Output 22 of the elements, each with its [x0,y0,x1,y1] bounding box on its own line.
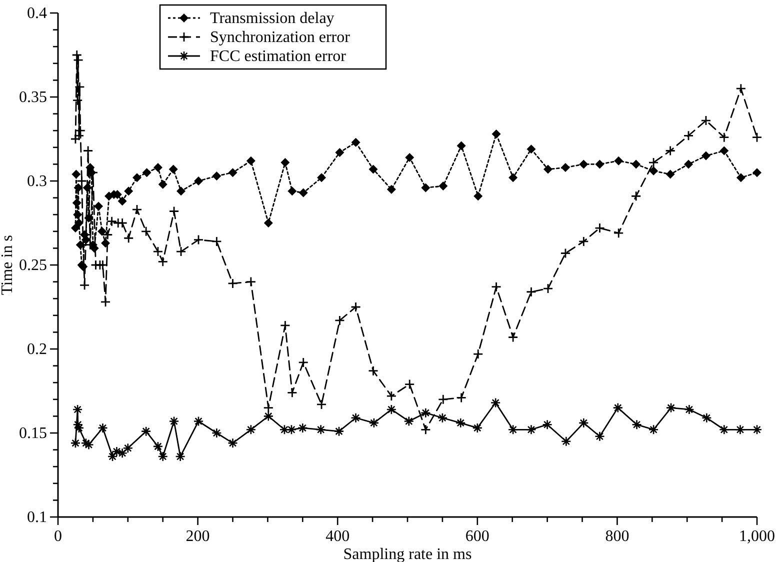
point [351,413,360,422]
point [736,425,745,434]
point [632,420,642,430]
legend-label: FCC estimation error [210,48,347,65]
x-tick-label: 1,000 [739,528,775,545]
x-tick-label: 0 [54,528,62,545]
y-tick-label: 0.35 [19,89,47,106]
legend-label: Synchronization error [210,29,351,46]
point [526,425,536,434]
x-tick-label: 200 [186,528,210,545]
y-axis-title: Time in s [0,235,16,295]
y-tick-label: 0.25 [19,257,47,274]
x-tick-label: 600 [465,528,490,545]
y-tick-label: 0.3 [27,173,47,190]
y-tick-label: 0.1 [27,509,47,526]
point [542,420,552,430]
y-tick-label: 0.2 [27,341,47,358]
x-tick-label: 400 [326,528,350,545]
x-tick-label: 800 [605,528,630,545]
legend-label: Transmission delay [210,10,334,27]
y-tick-label: 0.4 [27,5,47,22]
y-tick-label: 0.15 [19,425,47,442]
